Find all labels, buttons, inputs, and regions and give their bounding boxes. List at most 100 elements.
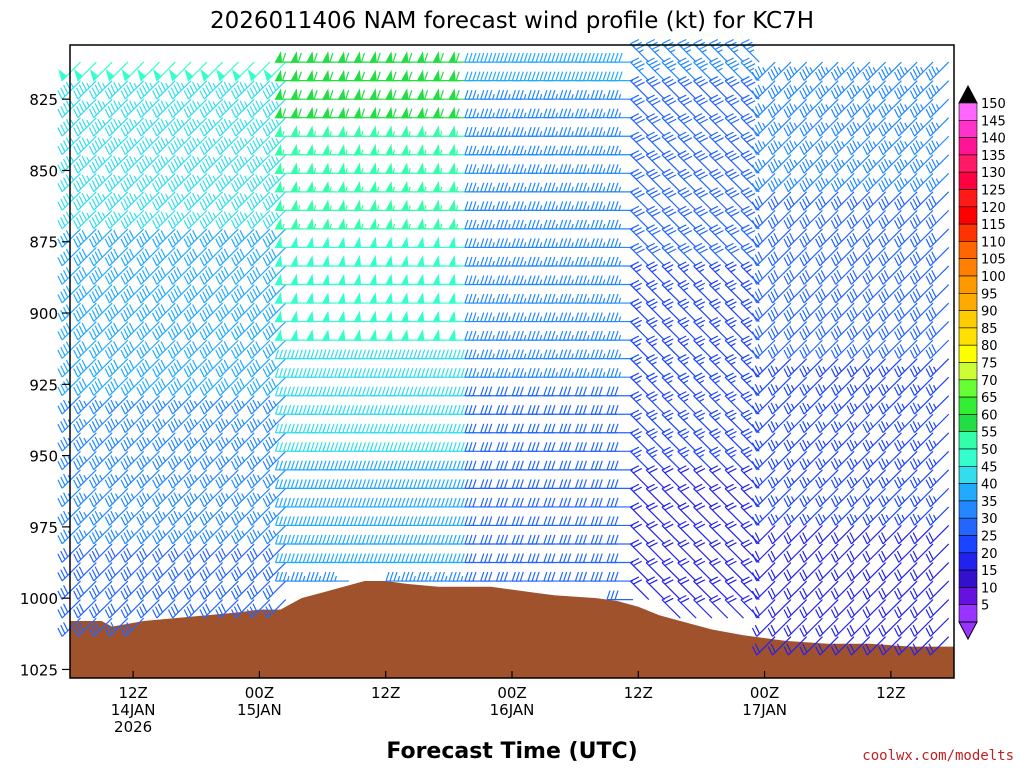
wind-barb: [199, 302, 224, 322]
wind-barb: [708, 150, 729, 174]
wind-barb: [136, 265, 160, 285]
wind-barb: [751, 450, 776, 471]
wind-barb: [830, 117, 855, 137]
wind-barb: [862, 284, 887, 304]
wind-barb: [645, 428, 666, 452]
wind-barb: [183, 506, 208, 526]
wind-barb: [708, 446, 729, 471]
wind-barb: [925, 284, 950, 304]
wind-barb: [862, 117, 887, 137]
wind-barb: [606, 145, 634, 156]
wind-barb: [799, 617, 823, 637]
wind-barb: [799, 636, 823, 656]
wind-barb: [878, 135, 902, 156]
wind-barb: [645, 335, 666, 360]
wind-barb: [740, 187, 760, 211]
wind-barb: [724, 391, 744, 415]
wind-barb: [120, 172, 145, 193]
y-tick-label: 875: [29, 234, 58, 252]
wind-barb: [767, 321, 792, 341]
wind-barb: [167, 247, 192, 267]
wind-barb: [246, 302, 271, 322]
wind-barb: [152, 61, 176, 82]
wind-barb: [104, 543, 129, 563]
wind-barb: [120, 339, 145, 359]
wind-barb: [400, 51, 428, 63]
wind-barb: [215, 135, 239, 156]
wind-barb: [830, 228, 855, 248]
wind-barb: [677, 242, 697, 267]
wind-barb: [246, 413, 271, 434]
wind-barb: [246, 599, 271, 619]
wind-barb: [751, 209, 776, 230]
wind-barb: [767, 284, 792, 304]
wind-barb: [846, 265, 871, 285]
wind-barb: [167, 117, 192, 137]
wind-barb: [783, 506, 808, 526]
wind-barb: [799, 358, 823, 378]
credit-text[interactable]: coolwx.com/modelts: [862, 748, 1014, 764]
wind-barb: [183, 358, 208, 378]
wind-barb: [231, 506, 255, 526]
wind-barb: [511, 534, 539, 545]
wind-barb: [369, 460, 397, 471]
wind-barb: [878, 487, 902, 508]
wind-barb: [432, 460, 460, 471]
wind-barb: [199, 80, 224, 100]
wind-barb: [630, 520, 650, 545]
wind-barb: [783, 191, 808, 211]
wind-barb: [183, 339, 208, 359]
wind-barb: [925, 617, 950, 637]
wind-barb: [751, 432, 776, 452]
wind-barb: [815, 413, 839, 434]
wind-barb: [830, 98, 855, 118]
wind-barb: [199, 358, 224, 378]
wind-barb: [136, 413, 160, 434]
wind-barb: [630, 557, 650, 582]
wind-barb: [167, 413, 192, 434]
wind-barb: [783, 413, 808, 434]
wind-barb: [246, 117, 271, 137]
wind-barb: [909, 265, 934, 285]
wind-barb: [767, 80, 792, 100]
wind-barb: [751, 247, 776, 267]
wind-barb: [199, 487, 224, 508]
wind-barb: [862, 599, 887, 619]
wind-barb: [231, 432, 255, 452]
wind-barb: [708, 57, 729, 82]
wind-barb: [724, 520, 744, 545]
wind-barb: [862, 339, 887, 359]
wind-barb: [231, 543, 255, 563]
wind-barb: [88, 154, 113, 174]
wind-barb: [246, 469, 271, 489]
wind-barb: [630, 316, 650, 341]
wind-barb: [878, 599, 902, 619]
wind-barb: [104, 450, 129, 471]
wind-barb: [708, 298, 729, 323]
wind-barb: [645, 76, 666, 100]
wind-barb: [783, 358, 808, 378]
wind-barb: [88, 321, 113, 341]
colorbar-swatch: [958, 396, 978, 415]
colorbar-label: 150: [981, 97, 1006, 112]
wind-barb: [724, 57, 744, 82]
wind-barb: [183, 154, 208, 174]
wind-barb: [846, 487, 871, 508]
wind-barb: [740, 446, 760, 471]
y-tick-label: 950: [29, 448, 58, 466]
wind-barb: [708, 520, 729, 545]
wind-barb: [73, 321, 97, 341]
colorbar-bottom-arrow: [958, 621, 978, 641]
y-tick-label: 975: [29, 519, 58, 537]
colorbar-swatch: [958, 154, 978, 173]
colorbar-top-arrow: [958, 84, 978, 104]
x-tick-label: 00Z: [245, 684, 274, 702]
wind-barb: [57, 599, 81, 619]
wind-barb: [88, 599, 113, 619]
wind-barb: [846, 339, 871, 359]
wind-barb: [878, 562, 902, 582]
wind-barb: [925, 469, 950, 489]
wind-barb: [152, 98, 176, 118]
wind-barb: [925, 154, 950, 174]
wind-barb: [783, 339, 808, 359]
